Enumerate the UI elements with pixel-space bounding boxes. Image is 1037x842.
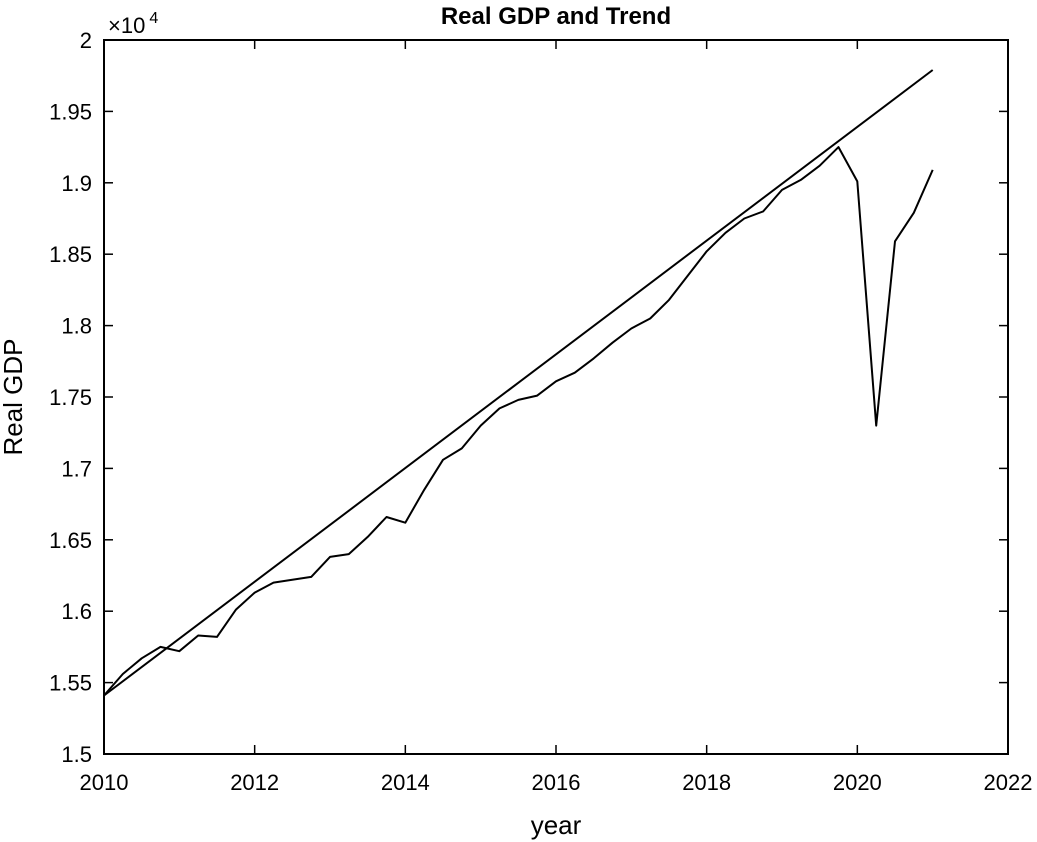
y-tick-label: 1.8 [61, 314, 92, 339]
x-tick-label: 2020 [833, 770, 882, 795]
series-layer [103, 69, 934, 697]
y-axis-exponent-base: ×10 [108, 13, 145, 38]
y-axis-label: Real GDP [0, 338, 28, 455]
series-line-0 [103, 146, 934, 697]
y-axis-exponent: ×10 4 [108, 10, 158, 38]
x-tick-label: 2016 [532, 770, 581, 795]
y-axis-exponent-power: 4 [149, 10, 158, 27]
y-tick-label: 1.75 [49, 385, 92, 410]
y-tick-label: 1.85 [49, 242, 92, 267]
chart-title: Real GDP and Trend [441, 3, 671, 30]
x-tick-label: 2018 [682, 770, 731, 795]
y-tick-label: 1.95 [49, 99, 92, 124]
y-tick-label: 1.9 [61, 171, 92, 196]
y-tick-label: 2 [80, 28, 92, 53]
x-tick-label: 2010 [80, 770, 129, 795]
y-tick-label: 1.6 [61, 599, 92, 624]
x-axis-label: year [531, 810, 582, 840]
plot-frame [103, 39, 1009, 755]
ticks-layer: 2010 2012 2014 2016 2018 2020 2022 1.5 1.55 1.6 1.… [49, 28, 1032, 795]
y-tick-label: 1.5 [61, 742, 92, 767]
x-tick-label: 2014 [381, 770, 430, 795]
x-tick-label: 2022 [984, 770, 1033, 795]
y-tick-label: 1.7 [61, 456, 92, 481]
series-line-1 [103, 69, 934, 697]
x-tick-label: 2012 [230, 770, 279, 795]
y-tick-label: 1.65 [49, 528, 92, 553]
y-tick-label: 1.55 [49, 671, 92, 696]
